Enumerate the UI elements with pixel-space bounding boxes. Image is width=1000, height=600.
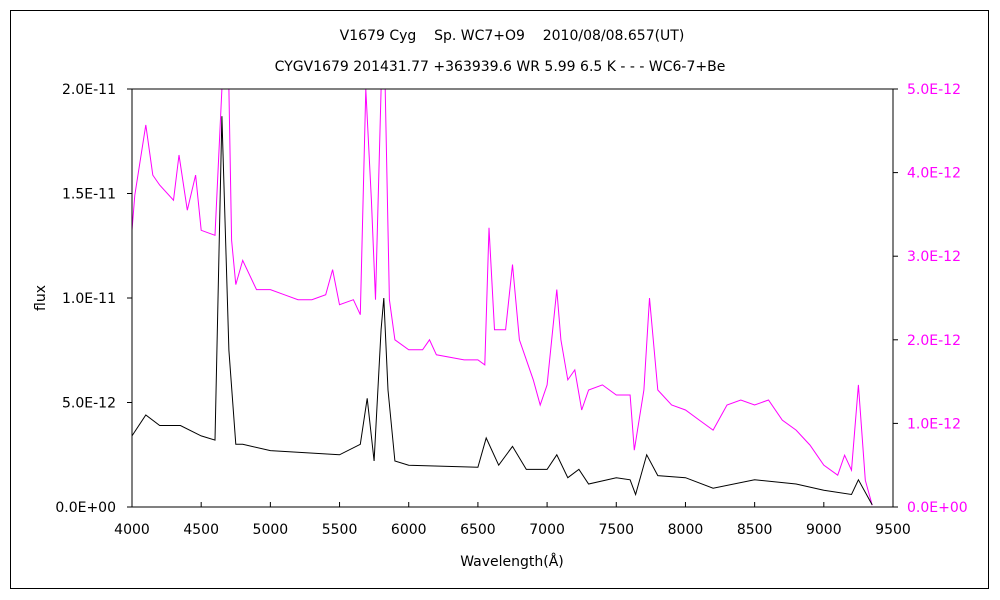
x-tick-label: 4000 — [114, 522, 150, 538]
x-tick-label: 7000 — [529, 522, 565, 538]
y-axis-label: flux — [33, 285, 49, 311]
x-tick-label: 8000 — [668, 522, 704, 538]
chart-subtitle: CYGV1679 201431.77 +363939.6 WR 5.99 6.5… — [275, 59, 726, 75]
plot-area — [131, 88, 894, 508]
series-line-black — [131, 116, 873, 506]
x-tick-label: 9500 — [875, 522, 911, 538]
y-right-tick-label: 0.0E+00 — [907, 500, 968, 516]
chart-frame — [10, 10, 989, 589]
x-tick-label: 8500 — [737, 522, 773, 538]
y-left-tick-label: 0.0E+00 — [55, 500, 116, 516]
chart-title: V1679 Cyg Sp. WC7+O9 2010/08/08.657(UT) — [340, 28, 685, 44]
x-axis-label: Wavelength(Å) — [460, 553, 564, 570]
y-left-tick-label: 1.5E-11 — [62, 187, 116, 203]
x-tick-label: 9000 — [806, 522, 842, 538]
y-right-tick-label: 1.0E-12 — [907, 416, 961, 432]
x-tick-label: 4500 — [183, 522, 219, 538]
x-tick-label: 7500 — [598, 522, 634, 538]
y-right-tick-label: 2.0E-12 — [907, 333, 961, 349]
series-line-magenta — [131, 88, 873, 506]
y-right-tick-label: 5.0E-12 — [907, 82, 961, 98]
x-tick-label: 5500 — [322, 522, 358, 538]
y-left-tick-label: 5.0E-12 — [62, 396, 116, 412]
y-right-tick-label: 4.0E-12 — [907, 166, 961, 182]
y-right-tick-label: 3.0E-12 — [907, 249, 961, 265]
x-tick-label: 6500 — [460, 522, 496, 538]
x-tick-label: 6000 — [391, 522, 427, 538]
x-tick-label: 5000 — [253, 522, 289, 538]
y-left-tick-label: 1.0E-11 — [62, 291, 116, 307]
y-left-tick-label: 2.0E-11 — [62, 82, 116, 98]
